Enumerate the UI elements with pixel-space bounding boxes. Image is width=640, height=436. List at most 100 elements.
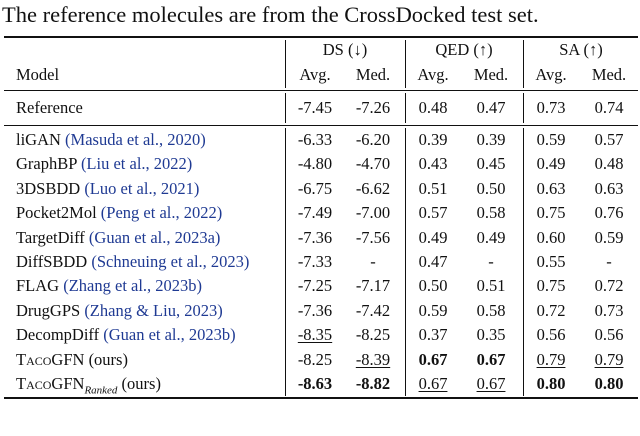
model-suffix: (ours) (88, 349, 128, 369)
column-divider (405, 40, 407, 88)
table-row: DiffSBDD (Schneuing et al., 2023) -7.33 - 0… (0, 252, 640, 276)
cell: 0.80 (594, 374, 624, 393)
model-name: DrugGPS (Zhang & Liu, 2023) (16, 301, 223, 321)
citation-link[interactable]: (Peng et al., 2022) (100, 203, 223, 223)
model-name: FLAG (Zhang et al., 2023b) (16, 276, 202, 296)
table-row: FLAG (Zhang et al., 2023b) -7.25 -7.17 0.50… (0, 276, 640, 300)
cell: 0.49 (418, 227, 448, 247)
model-label: DiffSBDD (16, 252, 88, 271)
cell: 0.47 (476, 98, 506, 117)
cell: -7.33 (297, 252, 333, 271)
cell: 0.80 (536, 374, 566, 393)
cell: 0.48 (594, 154, 624, 174)
cell: -7.45 (297, 98, 333, 117)
model-label: GraphBP (16, 154, 77, 174)
header-rule (4, 90, 638, 91)
cell: 0.67 (476, 374, 506, 393)
model-label: TacoGFN (16, 349, 85, 369)
header-sub: Med. (355, 65, 391, 84)
table-row: 3DSBDD (Luo et al., 2021) -6.75 -6.62 0.51 0… (0, 179, 640, 203)
cell: 0.59 (536, 130, 566, 149)
cell: 0.51 (418, 178, 448, 198)
cell: 0.49 (476, 227, 506, 247)
model-label: Pocket2Mol (16, 203, 97, 223)
top-rule (4, 36, 638, 38)
cell: 0.79 (594, 349, 624, 369)
table-row: TargetDiff (Guan et al., 2023a) -7.36 -7.5… (0, 228, 640, 252)
table-caption: The reference molecules are from the Cro… (2, 2, 539, 27)
citation-link[interactable]: (Zhang & Liu, 2023) (84, 300, 223, 320)
cell: 0.57 (418, 203, 448, 223)
cell: -7.00 (355, 203, 391, 223)
cell: -7.36 (297, 227, 333, 247)
cell: -7.17 (355, 276, 391, 296)
cell: 0.63 (536, 178, 566, 198)
cell: -7.49 (297, 203, 333, 223)
reference-row: Reference -7.45 -7.26 0.48 0.47 0.73 0.7… (0, 98, 640, 122)
model-label: 3DSBDD (16, 178, 81, 198)
table-row: TacoGFN (ours) -8.25 -8.39 0.67 0.67 0.79 0.79 (0, 350, 640, 374)
cell: -8.63 (297, 374, 333, 393)
citation-link[interactable]: (Guan et al., 2023a) (88, 227, 221, 247)
cell: 0.72 (594, 276, 624, 296)
cell: 0.73 (536, 98, 566, 117)
header-sub: Med. (473, 65, 509, 84)
cell: 0.35 (476, 325, 506, 345)
cell: 0.56 (594, 325, 624, 345)
cell: - (370, 252, 376, 271)
cell: 0.72 (536, 300, 566, 320)
cell: 0.67 (418, 349, 448, 369)
cell: 0.48 (418, 98, 448, 117)
model-suffix: (ours) (121, 374, 161, 393)
model-name: Pocket2Mol (Peng et al., 2022) (16, 203, 222, 223)
citation-link[interactable]: (Schneuing et al., 2023) (91, 252, 250, 271)
cell: 0.47 (418, 252, 448, 271)
cell: 0.67 (418, 374, 448, 393)
cell: -6.62 (355, 178, 391, 198)
cell: 0.45 (476, 154, 506, 174)
citation-link[interactable]: (Liu et al., 2022) (80, 154, 193, 174)
cell: 0.59 (594, 227, 624, 247)
model-subscript: Ranked (84, 384, 118, 397)
table-row: Pocket2Mol (Peng et al., 2022) -7.49 -7.00… (0, 203, 640, 227)
cell: 0.49 (536, 154, 566, 174)
model-name: TargetDiff (Guan et al., 2023a) (16, 228, 220, 248)
cell: -7.36 (297, 300, 333, 320)
column-divider (285, 128, 287, 396)
cell: 0.55 (536, 252, 566, 271)
cell: -8.39 (355, 349, 391, 369)
cell: -6.33 (297, 130, 333, 149)
reference-rule (4, 125, 638, 126)
header-sub: Med. (591, 65, 627, 84)
cell: 0.58 (476, 300, 506, 320)
citation-link[interactable]: (Masuda et al., 2020) (65, 130, 206, 149)
cell: 0.75 (536, 276, 566, 296)
header-model: Model (16, 65, 60, 84)
table-row: GraphBP (Liu et al., 2022) -4.80 -4.70 0.43… (0, 154, 640, 178)
header-ds: DS (↓) (322, 40, 368, 59)
column-divider (405, 128, 407, 396)
cell: 0.79 (536, 349, 566, 369)
cell: 0.43 (418, 154, 448, 174)
cell: - (488, 252, 494, 271)
cell: 0.37 (418, 325, 448, 345)
cell: 0.51 (476, 276, 506, 296)
cell: 0.59 (418, 300, 448, 320)
citation-link[interactable]: (Luo et al., 2021) (84, 178, 200, 198)
model-label: TargetDiff (16, 227, 85, 247)
column-divider (285, 93, 287, 123)
model-name: DecompDiff (Guan et al., 2023b) (16, 325, 236, 345)
cell: 0.75 (536, 203, 566, 223)
cell: -7.42 (355, 300, 391, 320)
header-sub: Avg. (299, 65, 331, 84)
citation-link[interactable]: (Guan et al., 2023b) (103, 325, 236, 345)
model-name: DiffSBDD (Schneuing et al., 2023) (16, 252, 249, 272)
header-group-row: DS (↓) QED (↑) SA (↑) (0, 40, 640, 64)
header-qed: QED (↑) (435, 40, 493, 59)
cell: -4.80 (297, 154, 333, 174)
cell: 0.58 (476, 203, 506, 223)
model-label: DecompDiff (16, 325, 100, 345)
table-row: TacoGFNRanked (ours) -8.63 -8.82 0.67 0.67 0.… (0, 374, 640, 398)
cell: 0.63 (594, 178, 624, 198)
citation-link[interactable]: (Zhang et al., 2023b) (63, 276, 203, 296)
